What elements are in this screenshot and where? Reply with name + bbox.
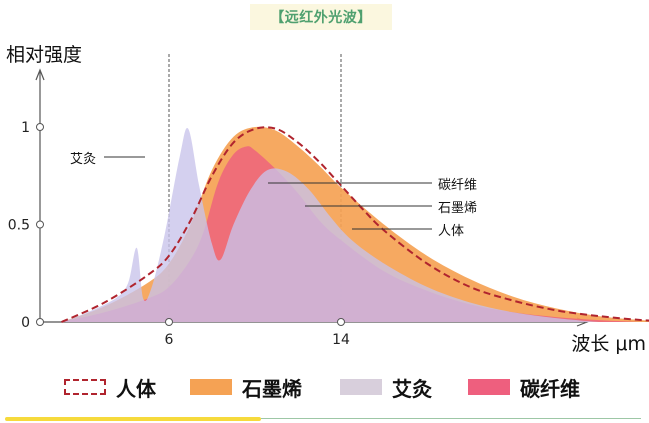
x-axis-label: 波长 μm (571, 333, 646, 355)
legend-swatch (64, 379, 106, 395)
annotation-label: 艾灸 (70, 152, 96, 167)
chart-title: 【远红外光波】 (270, 10, 372, 26)
annotation-label: 人体 (438, 224, 464, 239)
x-tick-label: 6 (165, 332, 174, 348)
x-tick-marker (165, 318, 173, 326)
annotation-label: 石墨烯 (438, 201, 477, 216)
legend-swatch (468, 379, 510, 395)
series-line-人体 (61, 126, 649, 323)
legend-swatch (190, 379, 232, 395)
y-tick-marker (36, 123, 44, 131)
legend-label: 艾灸 (392, 377, 432, 401)
y-axis-label: 相对强度 (6, 44, 82, 66)
y-tick-label: 0.5 (8, 218, 30, 234)
x-tick-label: 14 (332, 332, 350, 348)
annotation-label: 碳纤维 (438, 178, 477, 193)
title-banner: 【远红外光波】 (250, 4, 392, 30)
y-tick-marker (36, 318, 44, 326)
x-tick-marker (337, 318, 345, 326)
series-area-艾灸 (61, 127, 599, 322)
y-axis-arrow (35, 68, 45, 81)
y-tick-label: 1 (21, 120, 30, 136)
legend-label: 碳纤维 (520, 377, 580, 401)
y-tick-marker (36, 220, 44, 229)
legend-label: 石墨烯 (242, 377, 302, 401)
y-tick-label: 0 (21, 315, 30, 331)
legend-label: 人体 (116, 377, 156, 401)
legend: 人体 石墨烯 艾灸 碳纤维 (0, 370, 649, 404)
bottom-decor-line (261, 418, 641, 419)
bottom-decor-bar (5, 417, 261, 421)
legend-swatch (340, 379, 382, 395)
